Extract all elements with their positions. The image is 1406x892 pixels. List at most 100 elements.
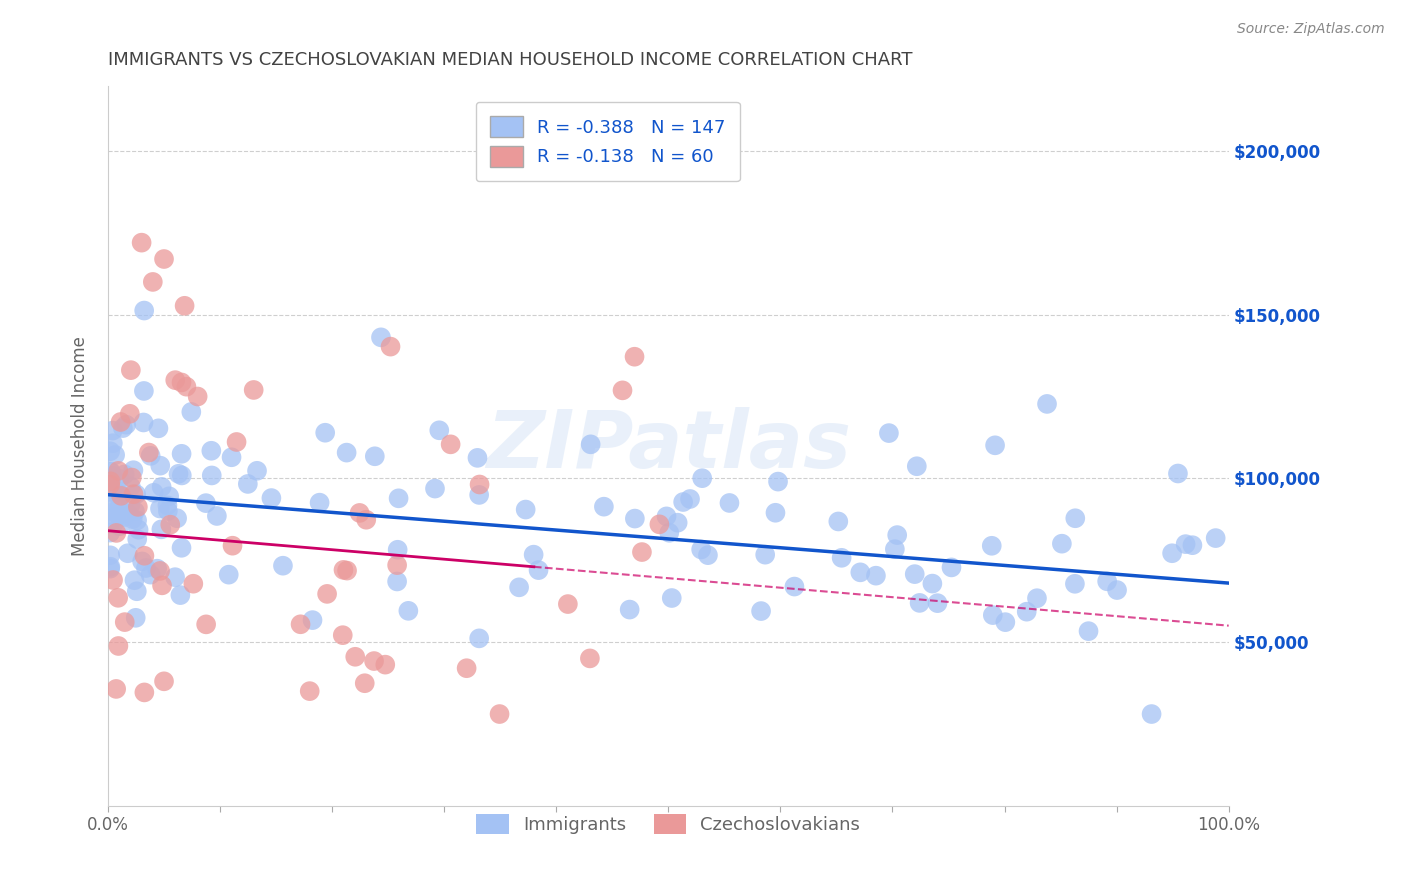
Point (904, 567, 927, 582)
Point (125, 584, 148, 599)
Point (134, 549, 156, 563)
Point (1064, 576, 1087, 591)
Point (170, 447, 193, 461)
Point (658, 525, 681, 540)
Point (125, 487, 148, 501)
Point (100, 503, 122, 517)
Point (131, 554, 153, 568)
Point (765, 506, 787, 520)
Point (385, 558, 408, 573)
Point (690, 542, 713, 557)
Point (205, 508, 228, 523)
Point (905, 459, 928, 474)
Point (187, 390, 209, 404)
Point (176, 380, 198, 394)
Text: Source: ZipAtlas.com: Source: ZipAtlas.com (1237, 22, 1385, 37)
Point (105, 525, 128, 540)
Point (468, 477, 491, 491)
Point (865, 568, 887, 582)
Point (127, 532, 149, 546)
Point (396, 604, 419, 618)
Point (766, 475, 789, 489)
Point (103, 516, 125, 531)
Point (107, 591, 129, 605)
Point (98, 482, 121, 496)
Point (98, 477, 121, 491)
Point (314, 425, 336, 440)
Point (631, 545, 654, 559)
Point (1077, 624, 1099, 639)
Point (332, 628, 354, 642)
Point (98, 479, 121, 493)
Point (579, 651, 602, 665)
Point (271, 558, 294, 573)
Point (941, 560, 963, 574)
Point (308, 496, 330, 510)
Point (131, 235, 153, 250)
Point (127, 513, 149, 527)
Point (156, 504, 179, 518)
Point (661, 591, 683, 605)
Point (114, 510, 136, 524)
Point (159, 517, 181, 532)
Point (165, 373, 187, 387)
Point (523, 548, 546, 562)
Point (114, 467, 136, 482)
Point (153, 252, 176, 266)
Point (1181, 538, 1204, 552)
Point (218, 567, 240, 582)
Point (108, 487, 131, 501)
Point (132, 384, 155, 398)
Point (101, 468, 124, 483)
Point (246, 464, 269, 478)
Point (104, 486, 127, 500)
Y-axis label: Median Household Income: Median Household Income (72, 335, 89, 556)
Point (527, 563, 550, 577)
Point (380, 340, 402, 354)
Point (139, 567, 162, 582)
Point (167, 467, 190, 481)
Point (120, 499, 142, 513)
Text: ZIPatlas: ZIPatlas (486, 407, 851, 484)
Point (124, 504, 146, 518)
Point (98, 485, 121, 500)
Point (1205, 531, 1227, 545)
Point (115, 417, 138, 432)
Point (648, 517, 671, 532)
Point (138, 445, 160, 459)
Point (883, 542, 905, 557)
Point (103, 505, 125, 519)
Point (127, 500, 149, 514)
Point (336, 564, 359, 578)
Point (749, 604, 772, 618)
Point (98, 525, 121, 540)
Point (1026, 591, 1049, 606)
Point (423, 482, 446, 496)
Point (180, 405, 202, 419)
Point (981, 608, 1004, 623)
Point (1161, 546, 1184, 560)
Point (150, 480, 173, 494)
Point (624, 511, 647, 525)
Point (679, 491, 702, 506)
Point (195, 617, 218, 632)
Point (984, 438, 1007, 452)
Point (108, 472, 131, 486)
Point (301, 613, 323, 627)
Point (349, 506, 371, 520)
Point (142, 485, 165, 500)
Point (98, 444, 121, 458)
Point (754, 548, 776, 562)
Point (128, 523, 150, 537)
Point (1140, 706, 1163, 721)
Point (427, 423, 450, 437)
Point (121, 470, 143, 484)
Point (508, 580, 530, 594)
Point (132, 416, 155, 430)
Point (148, 421, 170, 435)
Point (117, 507, 139, 521)
Legend: Immigrants, Czechoslovakians: Immigrants, Czechoslovakians (467, 805, 869, 844)
Point (98, 465, 121, 479)
Point (260, 491, 283, 505)
Point (107, 639, 129, 653)
